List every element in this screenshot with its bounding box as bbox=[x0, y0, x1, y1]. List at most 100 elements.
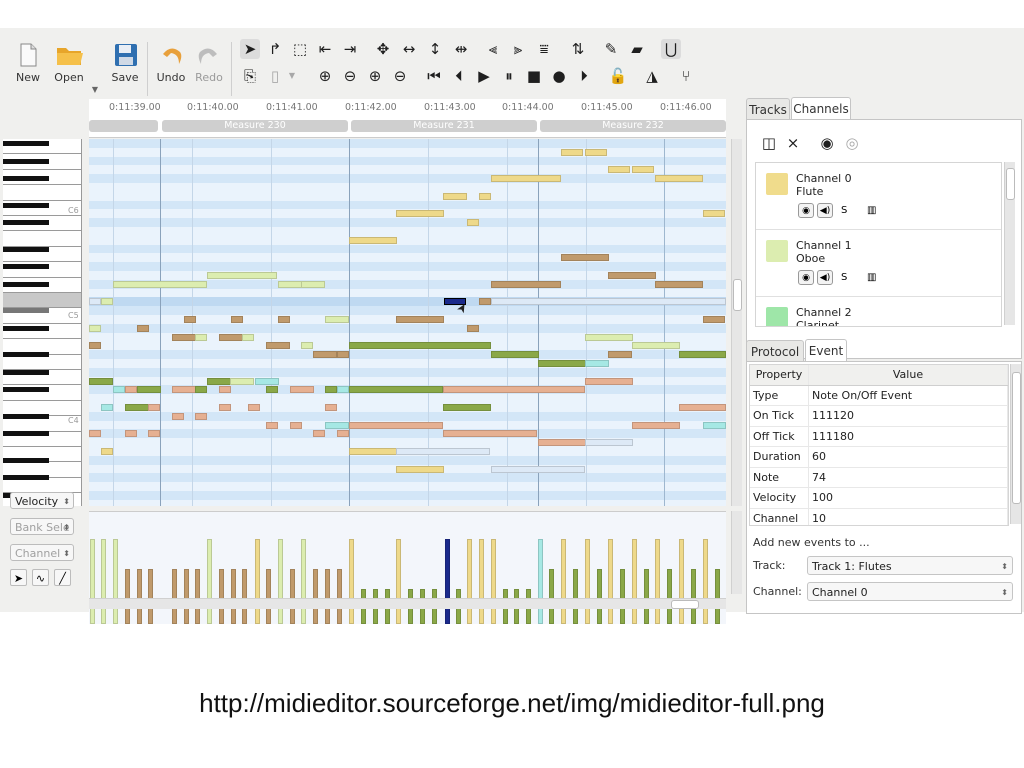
channel-list-scrollbar[interactable] bbox=[1004, 162, 1015, 325]
table-row[interactable]: Velocity 100 bbox=[750, 487, 1008, 509]
midi-note[interactable] bbox=[137, 324, 149, 332]
tab-event[interactable]: Event bbox=[805, 339, 847, 362]
equalize-icon[interactable]: ⩸ bbox=[539, 40, 549, 58]
eraser-icon[interactable]: ▰ bbox=[631, 40, 643, 58]
midi-note[interactable] bbox=[396, 316, 444, 323]
channel-solo-toggle[interactable]: S bbox=[841, 205, 848, 216]
midi-note[interactable] bbox=[89, 430, 101, 438]
midi-note[interactable] bbox=[266, 386, 278, 394]
table-row[interactable]: Channel 10 bbox=[750, 508, 1008, 525]
midi-note[interactable] bbox=[255, 377, 279, 385]
scroll-thumb[interactable] bbox=[671, 600, 699, 609]
channel-item[interactable]: Channel 0 Flute ◉ ◀) S ▥ bbox=[756, 163, 1001, 230]
track-select[interactable]: Track 1: Flutes ⬍ bbox=[807, 556, 1013, 575]
zoom-out-horizontal-icon[interactable]: ⊖ bbox=[343, 67, 357, 85]
midi-note[interactable] bbox=[585, 333, 633, 341]
pitch-row[interactable] bbox=[89, 262, 726, 271]
midi-note[interactable] bbox=[632, 421, 680, 429]
paste-icon[interactable]: ▯ bbox=[270, 67, 280, 85]
pitch-row[interactable] bbox=[89, 491, 726, 500]
velocity-bar[interactable] bbox=[278, 539, 283, 624]
misc-mode-select[interactable]: Velocity ⬍ bbox=[10, 492, 74, 509]
midi-note[interactable] bbox=[101, 298, 113, 306]
velocity-bar[interactable] bbox=[172, 569, 177, 624]
table-row[interactable]: Note 74 bbox=[750, 467, 1008, 488]
midi-note[interactable] bbox=[290, 386, 314, 394]
all-channels-visible-icon[interactable]: ◫ bbox=[761, 134, 777, 152]
velocity-bar[interactable] bbox=[125, 569, 130, 624]
hide-all-icon[interactable]: ◎ bbox=[845, 134, 859, 152]
channel-instrument-button[interactable]: ▥ bbox=[867, 270, 876, 285]
pencil-icon[interactable]: ✎ bbox=[604, 40, 618, 58]
velocity-bar[interactable] bbox=[538, 539, 543, 624]
velocity-bar[interactable] bbox=[620, 569, 625, 624]
pitch-row[interactable] bbox=[89, 376, 726, 386]
velocity-bar[interactable] bbox=[396, 539, 401, 624]
midi-note[interactable] bbox=[538, 439, 586, 447]
piano-black-key[interactable] bbox=[3, 431, 49, 437]
selected-note[interactable] bbox=[444, 298, 466, 306]
pitch-row[interactable] bbox=[89, 403, 726, 412]
pitch-row[interactable] bbox=[89, 271, 726, 280]
velocity-bar[interactable] bbox=[325, 569, 330, 624]
piano-black-key[interactable] bbox=[3, 387, 49, 393]
midi-note[interactable] bbox=[172, 412, 184, 420]
tab-tracks[interactable]: Tracks bbox=[746, 98, 790, 120]
velocity-bar[interactable] bbox=[467, 539, 472, 624]
midi-note[interactable] bbox=[585, 439, 633, 447]
midi-note[interactable] bbox=[301, 280, 325, 288]
property-value[interactable]: 10 bbox=[808, 508, 1008, 525]
property-value[interactable]: 111120 bbox=[808, 405, 1008, 427]
table-row[interactable]: On Tick 111120 bbox=[750, 405, 1008, 427]
midi-note[interactable] bbox=[491, 280, 561, 288]
piano-white-key[interactable] bbox=[3, 185, 81, 201]
channel-item[interactable]: Channel 2 Clarinet bbox=[756, 297, 1001, 326]
pitch-row[interactable] bbox=[89, 244, 726, 254]
select-left-icon[interactable]: ⇤ bbox=[318, 40, 332, 58]
piano-black-key[interactable] bbox=[3, 141, 49, 146]
piano-keyboard[interactable] bbox=[3, 139, 82, 506]
midi-note[interactable] bbox=[479, 192, 491, 200]
property-value[interactable]: 74 bbox=[808, 467, 1008, 488]
move-icon[interactable]: ✥ bbox=[376, 40, 390, 58]
magnet-icon[interactable]: ⋃ bbox=[661, 39, 681, 59]
midi-note[interactable] bbox=[195, 333, 207, 341]
velocity-bar[interactable] bbox=[101, 539, 106, 624]
measure-bar[interactable]: Measure 231 bbox=[351, 120, 537, 132]
roll-vertical-scrollbar[interactable] bbox=[731, 139, 742, 506]
midi-note[interactable] bbox=[608, 166, 630, 174]
pitch-row[interactable] bbox=[89, 394, 726, 403]
pitch-row[interactable] bbox=[89, 279, 726, 289]
velocity-bar[interactable] bbox=[655, 539, 660, 624]
velocity-bar[interactable] bbox=[561, 539, 566, 624]
piano-black-key[interactable] bbox=[3, 475, 49, 481]
property-value[interactable]: 111180 bbox=[808, 426, 1008, 447]
channel-select[interactable]: Channel ⬍ bbox=[10, 544, 74, 561]
zoom-in-vertical-icon[interactable]: ⊕ bbox=[368, 67, 382, 85]
pitch-row[interactable] bbox=[89, 438, 726, 447]
midi-note[interactable] bbox=[325, 316, 349, 323]
show-all-icon[interactable]: ◉ bbox=[820, 134, 834, 152]
piano-black-key[interactable] bbox=[3, 352, 49, 358]
redo-button[interactable]: Redo bbox=[189, 42, 229, 84]
undo-button[interactable]: Undo bbox=[151, 42, 191, 84]
pitch-row[interactable] bbox=[89, 332, 726, 342]
pitch-row[interactable] bbox=[89, 227, 726, 236]
piano-white-key[interactable] bbox=[3, 293, 81, 309]
velocity-bar[interactable] bbox=[231, 569, 236, 624]
midi-note[interactable] bbox=[585, 377, 633, 385]
pitch-row[interactable] bbox=[89, 200, 726, 210]
midi-note[interactable] bbox=[703, 210, 725, 218]
piano-black-key[interactable] bbox=[3, 369, 49, 375]
midi-note[interactable] bbox=[491, 298, 726, 306]
midi-note[interactable] bbox=[325, 404, 337, 411]
freehand-tool-button[interactable]: ∿ bbox=[32, 569, 49, 586]
channel-visibility-button[interactable]: ◉ bbox=[798, 203, 814, 218]
midi-note[interactable] bbox=[491, 175, 561, 183]
midi-note[interactable] bbox=[467, 324, 479, 332]
pitch-row[interactable] bbox=[89, 218, 726, 227]
pitch-row[interactable] bbox=[89, 235, 726, 245]
midi-note[interactable] bbox=[655, 280, 703, 288]
paste-dropdown-icon[interactable]: ▼ bbox=[288, 71, 296, 80]
velocity-bar[interactable] bbox=[219, 569, 224, 624]
